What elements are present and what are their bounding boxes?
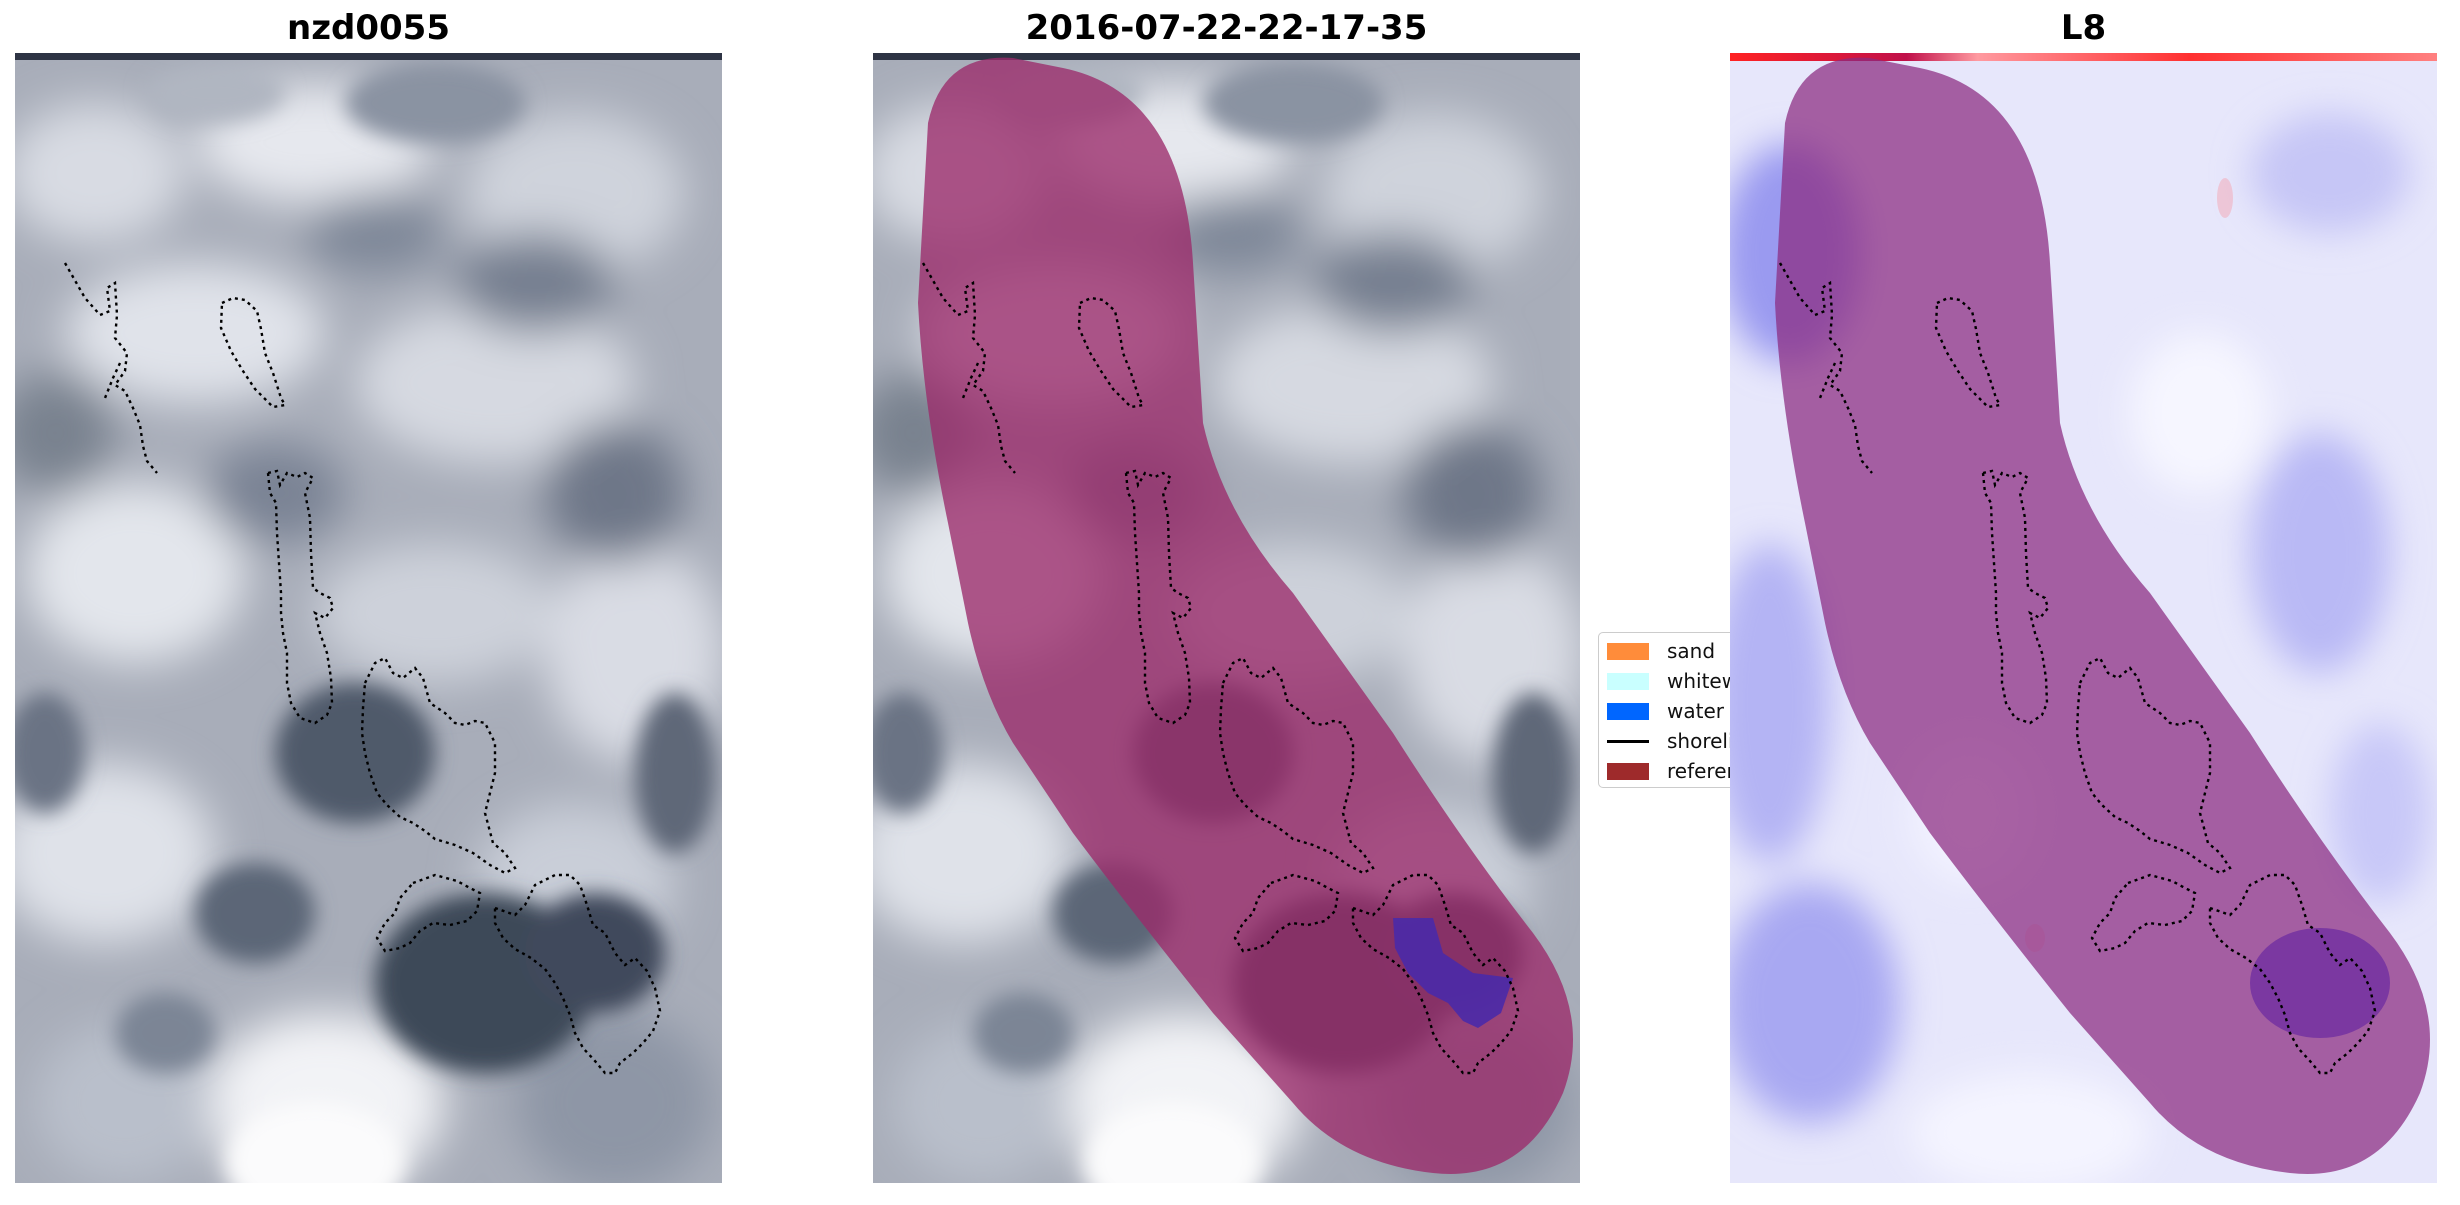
reference-buffer-overlay [918, 57, 1573, 1175]
classification-image [873, 53, 1580, 1183]
legend-label-sand: sand [1667, 639, 1716, 663]
legend-item-reference: reference [1607, 759, 1737, 783]
legend-item-water: water [1607, 699, 1724, 723]
panel-title-rgb: nzd0055 [287, 8, 450, 48]
water-patch [1393, 918, 1513, 1028]
legend-line-shoreline [1607, 739, 1649, 743]
classification-panel [873, 53, 1580, 1183]
l8-index-image [1730, 53, 2437, 1183]
panel-title-date: 2016-07-22-22-17-35 [1025, 8, 1428, 48]
legend-item-shoreline: shoreline [1607, 729, 1737, 753]
legend-label-water: water [1667, 699, 1724, 723]
legend-swatch-water [1607, 702, 1649, 720]
legend-item-sand: sand [1607, 639, 1715, 663]
legend-swatch-whitewater [1607, 672, 1649, 690]
panel-title-index: L8 [2060, 8, 2107, 48]
legend-label-reference: reference [1667, 759, 1737, 783]
l8-index-panel [1730, 53, 2437, 1183]
legend-swatch-sand [1607, 642, 1649, 660]
rgb-image-panel [15, 53, 722, 1183]
rgb-image [15, 53, 722, 1183]
legend-label-shoreline: shoreline [1667, 729, 1737, 753]
reference-buffer-overlay-l8 [1775, 57, 2430, 1175]
legend-swatch-reference [1607, 762, 1649, 780]
